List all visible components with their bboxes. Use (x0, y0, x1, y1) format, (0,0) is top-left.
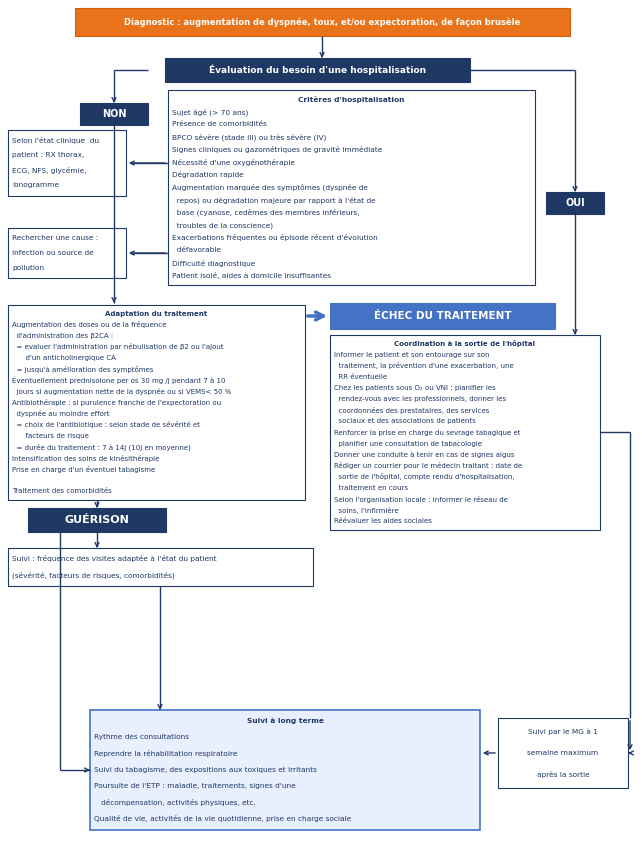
Text: Évaluation du besoin d'une hospitalisation: Évaluation du besoin d'une hospitalisati… (209, 65, 426, 75)
Text: facteurs de risque: facteurs de risque (12, 433, 89, 439)
Text: d'administration des β2CA :: d'administration des β2CA : (12, 333, 113, 339)
Text: = durée du traitement : 7 à 14j (10j en moyenne): = durée du traitement : 7 à 14j (10j en … (12, 443, 191, 450)
Text: Augmentation des doses ou de la fréquence: Augmentation des doses ou de la fréquenc… (12, 321, 166, 328)
Text: ÉCHEC DU TRAITEMENT: ÉCHEC DU TRAITEMENT (374, 311, 511, 321)
Text: Suivi du tabagisme, des expositions aux toxiques et irritants: Suivi du tabagisme, des expositions aux … (94, 767, 317, 773)
Text: = evaluer l'administration par nébulisation de β2 ou l'ajout: = evaluer l'administration par nébulisat… (12, 344, 223, 351)
Text: Chez les patients sous O₂ ou VNI : planifier les: Chez les patients sous O₂ ou VNI : plani… (334, 385, 496, 391)
Text: Prise en charge d'un éventuel tabagisme: Prise en charge d'un éventuel tabagisme (12, 466, 155, 473)
FancyBboxPatch shape (498, 718, 628, 788)
FancyBboxPatch shape (168, 90, 535, 285)
Text: Traitement des comorbidités: Traitement des comorbidités (12, 488, 112, 494)
Text: troubles de la conscience): troubles de la conscience) (172, 222, 273, 229)
Text: coordonnées des prestataires, des services: coordonnées des prestataires, des servic… (334, 407, 489, 414)
Text: Coordination à la sortie de l'hôpital: Coordination à la sortie de l'hôpital (394, 340, 535, 347)
FancyBboxPatch shape (75, 8, 570, 36)
Text: infection ou source de: infection ou source de (12, 250, 94, 256)
Text: Nécessité d'une oxygénothérapie: Nécessité d'une oxygénothérapie (172, 158, 295, 165)
Text: Éventuellement prednisolone per os 30 mg /j pendant 7 à 10: Éventuellement prednisolone per os 30 mg… (12, 377, 225, 384)
Text: Dégradation rapide: Dégradation rapide (172, 171, 243, 178)
Text: traitement, la prévention d'une exacerbation, une: traitement, la prévention d'une exacerba… (334, 362, 514, 369)
Text: Suivi par le MG à 1: Suivi par le MG à 1 (528, 728, 598, 735)
Text: Rédiger un courrier pour le médecin traitant : date de: Rédiger un courrier pour le médecin trai… (334, 462, 522, 469)
Text: Exacerbations fréquentes ou épisode récent d'évolution: Exacerbations fréquentes ou épisode réce… (172, 235, 377, 242)
Text: Réévaluer les aides sociales: Réévaluer les aides sociales (334, 519, 432, 525)
Text: ionogramme: ionogramme (12, 183, 59, 189)
Text: Donner une conduite à tenir en cas de signes aigus: Donner une conduite à tenir en cas de si… (334, 451, 514, 458)
Text: sortie de l'hôpital, compte rendu d'hospitalisation,: sortie de l'hôpital, compte rendu d'hosp… (334, 474, 515, 481)
Text: Rechercher une cause :: Rechercher une cause : (12, 236, 98, 242)
Text: Rythme des consultations: Rythme des consultations (94, 734, 189, 740)
Text: RR éventuelle: RR éventuelle (334, 374, 387, 380)
Text: Diagnostic : augmentation de dyspnée, toux, et/ou expectoration, de façon brusèl: Diagnostic : augmentation de dyspnée, to… (125, 17, 521, 27)
Text: sociaux et des associations de patients: sociaux et des associations de patients (334, 418, 476, 424)
FancyBboxPatch shape (28, 508, 166, 532)
Text: planifier une consultation de tabacologie: planifier une consultation de tabacologi… (334, 441, 482, 447)
FancyBboxPatch shape (330, 303, 555, 329)
Text: Selon l'état clinique  du: Selon l'état clinique du (12, 137, 99, 144)
Text: Présence de comorbidités: Présence de comorbidités (172, 121, 267, 127)
FancyBboxPatch shape (8, 548, 313, 586)
Text: après la sortie: après la sortie (537, 771, 589, 778)
FancyBboxPatch shape (8, 305, 305, 500)
Text: Informer le patient et son entourage sur son: Informer le patient et son entourage sur… (334, 352, 489, 358)
Text: défavorable: défavorable (172, 248, 221, 254)
Text: (sévérité, facteurs de risques, comorbidités): (sévérité, facteurs de risques, comorbid… (12, 572, 175, 578)
Text: dyspnée au moindre effort: dyspnée au moindre effort (12, 410, 110, 417)
Text: d'un anticholinergique CA: d'un anticholinergique CA (12, 355, 116, 361)
Text: = choix de l'antibiotique : selon stade de sévérité et: = choix de l'antibiotique : selon stade … (12, 421, 200, 428)
Text: Augmentation marquée des symptômes (dyspnée de: Augmentation marquée des symptômes (dysp… (172, 184, 368, 191)
FancyBboxPatch shape (330, 335, 600, 530)
Text: Sujet âgé (> 70 ans): Sujet âgé (> 70 ans) (172, 108, 248, 116)
Text: GUÉRISON: GUÉRISON (65, 515, 130, 525)
FancyBboxPatch shape (80, 103, 148, 125)
Text: Suivi à long terme: Suivi à long terme (247, 718, 324, 724)
FancyBboxPatch shape (546, 192, 604, 214)
Text: base (cyanose, cedèmes des membres inférieurs,: base (cyanose, cedèmes des membres infér… (172, 209, 360, 216)
Text: Critères d'hospitalisation: Critères d'hospitalisation (299, 96, 404, 103)
FancyBboxPatch shape (165, 58, 470, 82)
Text: ECG, NFS, glycémie,: ECG, NFS, glycémie, (12, 167, 87, 174)
Text: patient : RX thorax,: patient : RX thorax, (12, 152, 84, 158)
Text: soins, l'infirmière: soins, l'infirmière (334, 507, 399, 514)
Text: Difficulté diagnostique: Difficulté diagnostique (172, 260, 256, 267)
Text: pollution: pollution (12, 265, 44, 271)
Text: OUI: OUI (565, 198, 585, 208)
Text: Signes cliniques ou gazométriques de gravité immédiate: Signes cliniques ou gazométriques de gra… (172, 146, 382, 153)
Text: Poursuite de l'ETP : maladie, traitements, signes d'une: Poursuite de l'ETP : maladie, traitement… (94, 783, 295, 789)
Text: Antibiothérapie : si purulence franche de l'expectoration ou: Antibiothérapie : si purulence franche d… (12, 399, 221, 406)
Text: Reprendre la réhabilitation respiratoire: Reprendre la réhabilitation respiratoire (94, 750, 238, 757)
Text: décompensation, activités physiques, etc.: décompensation, activités physiques, etc… (94, 799, 256, 806)
FancyBboxPatch shape (8, 130, 126, 196)
Text: Adaptation du traitement: Adaptation du traitement (105, 311, 207, 317)
Text: Qualité de vie, activités de la vie quotidienne, prise en charge sociale: Qualité de vie, activités de la vie quot… (94, 816, 351, 823)
Text: Patient isolé, aides à domicile insuffisantes: Patient isolé, aides à domicile insuffis… (172, 272, 331, 279)
Text: = jusqu'à amélioration des symptômes: = jusqu'à amélioration des symptômes (12, 365, 153, 372)
Text: rendez-vous avec les professionnels, donner les: rendez-vous avec les professionnels, don… (334, 396, 506, 402)
Text: jours si augmentation nette de la dyspnée ou si VEMS< 50 %: jours si augmentation nette de la dyspné… (12, 388, 231, 395)
FancyBboxPatch shape (8, 228, 126, 278)
Text: semaine maximum: semaine maximum (527, 750, 598, 756)
Text: traitement en cours: traitement en cours (334, 485, 408, 491)
Text: Intensification des soins de kinésithérapie: Intensification des soins de kinésithéra… (12, 455, 159, 462)
FancyBboxPatch shape (90, 710, 480, 830)
Text: Renforcer la prise en charge du sevrage tabagique et: Renforcer la prise en charge du sevrage … (334, 430, 521, 436)
Text: repos) ou dégradation majeure par rapport à l'état de: repos) ou dégradation majeure par rappor… (172, 197, 376, 204)
Text: Suivi : fréquence des visites adaptée à l'état du patient: Suivi : fréquence des visites adaptée à … (12, 555, 216, 563)
Text: BPCO sévère (stade III) ou très sévère (IV): BPCO sévère (stade III) ou très sévère (… (172, 133, 326, 141)
Text: NON: NON (101, 109, 126, 119)
Text: Selon l'organisation locale : informer le réseau de: Selon l'organisation locale : informer l… (334, 495, 508, 502)
